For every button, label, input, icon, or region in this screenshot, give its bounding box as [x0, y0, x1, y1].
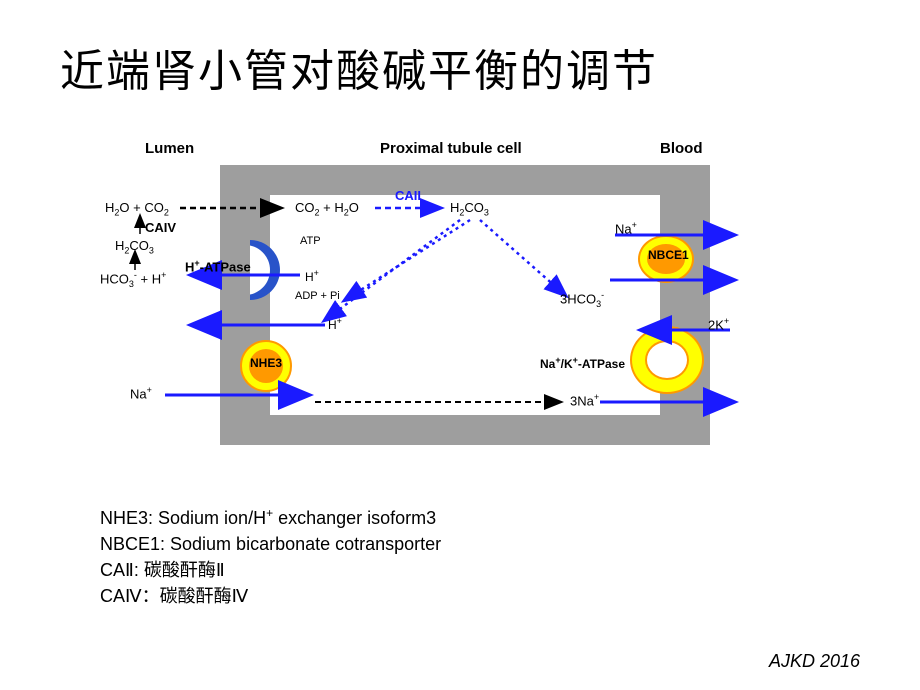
label-na-lumen: Na+: [130, 385, 152, 401]
label-h2: H+: [328, 316, 342, 332]
label-atp: ATP: [300, 235, 321, 247]
label-nhe3: NHE3: [250, 356, 282, 370]
page-title: 近端肾小管对酸碱平衡的调节: [60, 35, 658, 99]
proximal-tubule-diagram: Lumen Proximal tubule cell Blood: [100, 140, 710, 460]
label-co2-h2o-cell: CO2 + H2O: [295, 200, 359, 218]
legend: NHE3: Sodium ion/H+ exchanger isoform3 N…: [100, 500, 441, 609]
label-3na: 3Na+: [570, 392, 599, 408]
label-h2o-co2: H2O + CO2: [105, 200, 169, 218]
label-hco3-h: HCO3- + H+: [100, 270, 166, 289]
label-caii: CAII: [395, 188, 421, 203]
label-na-blood: Na+: [615, 220, 637, 236]
nak-atpase-icon: [630, 326, 704, 394]
legend-nbce1: NBCE1: Sodium bicarbonate cotransporter: [100, 531, 441, 557]
label-3hco3: 3HCO3-: [560, 290, 604, 309]
label-h-atpase: H+-ATPase: [185, 258, 251, 274]
label-h1: H+: [305, 268, 319, 284]
label-lumen: Lumen: [145, 140, 194, 157]
label-2k: 2K+: [708, 316, 729, 332]
label-nak-atpase: Na+/K+-ATPase: [540, 355, 625, 371]
legend-caiv: CAⅣ：碳酸酐酶Ⅳ: [100, 583, 441, 609]
label-proximal: Proximal tubule cell: [380, 140, 522, 157]
label-h2co3-lumen: H2CO3: [115, 238, 154, 256]
citation: AJKD 2016: [769, 651, 860, 672]
label-blood: Blood: [660, 140, 703, 157]
h-atpase-icon: [250, 240, 290, 300]
label-nbce1: NBCE1: [648, 248, 689, 262]
label-adp-pi: ADP + Pi: [295, 290, 340, 302]
legend-nhe3: NHE3: Sodium ion/H+ exchanger isoform3: [100, 500, 441, 531]
label-caiv: CAIV: [145, 220, 176, 235]
label-h2co3-cell: H2CO3: [450, 200, 489, 218]
legend-caii: CAⅡ: 碳酸酐酶Ⅱ: [100, 557, 441, 583]
